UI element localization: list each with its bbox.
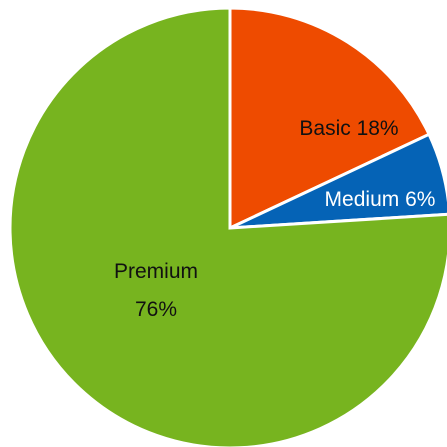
pie-slice-medium [229, 132, 447, 230]
pie-slice-premium [8, 6, 447, 447]
pie-labels: Basic 18% Medium 6% Premium 76% [114, 117, 435, 321]
pie-slice-basic [228, 6, 432, 231]
slice-label-medium: Medium 6% [325, 188, 436, 211]
slice-label-premium-name: Premium [114, 260, 198, 283]
slice-label-basic: Basic 18% [299, 117, 398, 140]
slice-label-premium-percent: 76% [135, 298, 177, 321]
pie-slices [8, 6, 447, 447]
